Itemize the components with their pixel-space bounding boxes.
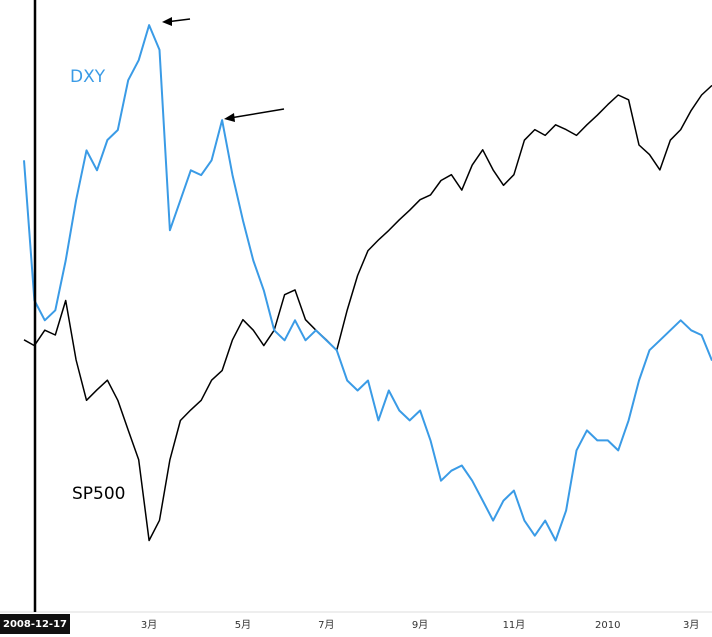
series-label: DXY [70,67,106,87]
crosshair-label: 2008-12-17 [3,619,67,630]
series-line [23,24,712,542]
x-tick-label: 2010 [595,620,620,631]
x-tick-label: 11月 [503,619,526,631]
x-tick-label: 3月 [683,619,699,631]
crosshair-label-box [0,614,70,634]
x-tick-label: 7月 [318,619,334,631]
series-line [23,84,712,542]
x-tick-label: 9月 [412,619,428,631]
x-tick-label: 5月 [235,619,251,631]
series-label: SP500 [72,484,126,504]
x-tick-label: 3月 [141,619,157,631]
plot-area [23,24,712,542]
arrow [162,17,191,26]
arrow [224,108,285,122]
